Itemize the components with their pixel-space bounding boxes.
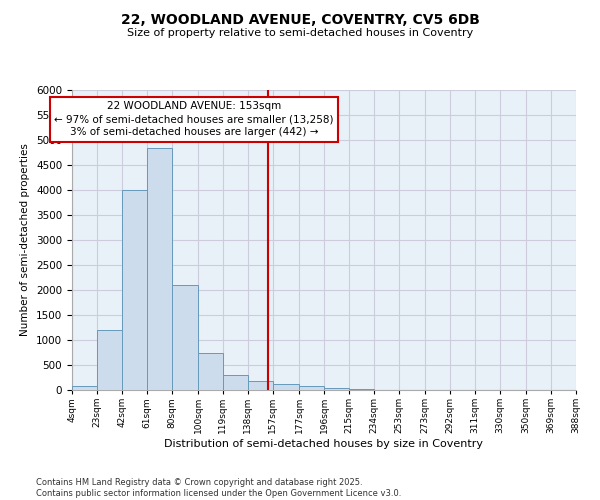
Text: Contains HM Land Registry data © Crown copyright and database right 2025.
Contai: Contains HM Land Registry data © Crown c… (36, 478, 401, 498)
Bar (172, 285, 198, 390)
Bar (72, 386, 97, 390)
Text: 22 WOODLAND AVENUE: 153sqm
← 97% of semi-detached houses are smaller (13,258)
3%: 22 WOODLAND AVENUE: 153sqm ← 97% of semi… (55, 101, 334, 138)
Bar (122, 190, 147, 390)
Bar (198, 352, 223, 390)
Bar (248, 381, 273, 390)
Bar (97, 330, 122, 390)
Bar (324, 388, 349, 390)
Text: Size of property relative to semi-detached houses in Coventry: Size of property relative to semi-detach… (127, 28, 473, 38)
Bar (349, 389, 374, 390)
Bar (223, 375, 248, 390)
Bar (147, 148, 172, 390)
Y-axis label: Number of semi-detached properties: Number of semi-detached properties (20, 144, 31, 336)
Bar (299, 386, 324, 390)
Bar (273, 384, 299, 390)
X-axis label: Distribution of semi-detached houses by size in Coventry: Distribution of semi-detached houses by … (164, 439, 484, 449)
Text: 22, WOODLAND AVENUE, COVENTRY, CV5 6DB: 22, WOODLAND AVENUE, COVENTRY, CV5 6DB (121, 12, 479, 26)
